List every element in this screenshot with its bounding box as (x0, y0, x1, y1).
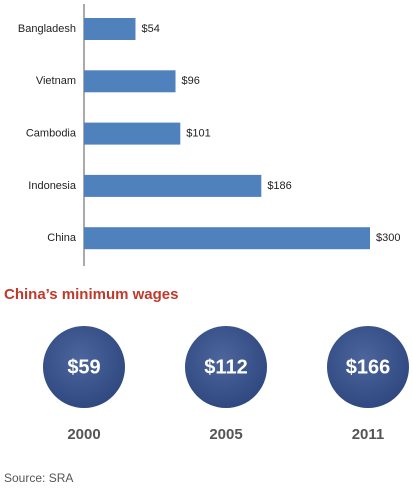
circle-shade (327, 326, 409, 408)
circle-shade (185, 326, 267, 408)
category-label: 2005 (209, 426, 242, 443)
value-label: $186 (267, 180, 291, 192)
y-tick-label: Bangladesh (18, 23, 76, 35)
value-label: $112 (204, 356, 247, 378)
circle-shade (43, 326, 125, 408)
value-label: $300 (376, 232, 400, 244)
y-tick-label: China (47, 232, 77, 244)
value-label: $166 (346, 356, 391, 378)
source: Source: SRA (4, 471, 73, 485)
value-label: $59 (67, 356, 100, 378)
bar (84, 122, 181, 145)
value-label: $96 (182, 75, 200, 87)
category-label: 2000 (67, 426, 100, 443)
y-tick-label: Indonesia (28, 180, 77, 192)
bar (84, 227, 370, 250)
bar (84, 18, 136, 40)
bar (84, 174, 262, 197)
y-tick-label: Cambodia (26, 128, 77, 140)
value-label: $101 (186, 128, 210, 140)
bar (84, 70, 176, 93)
section-title: China’s minimum wages (4, 286, 179, 303)
y-tick-label: Vietnam (36, 75, 76, 87)
category-label: 2011 (352, 426, 385, 443)
value-label: $54 (141, 23, 159, 35)
